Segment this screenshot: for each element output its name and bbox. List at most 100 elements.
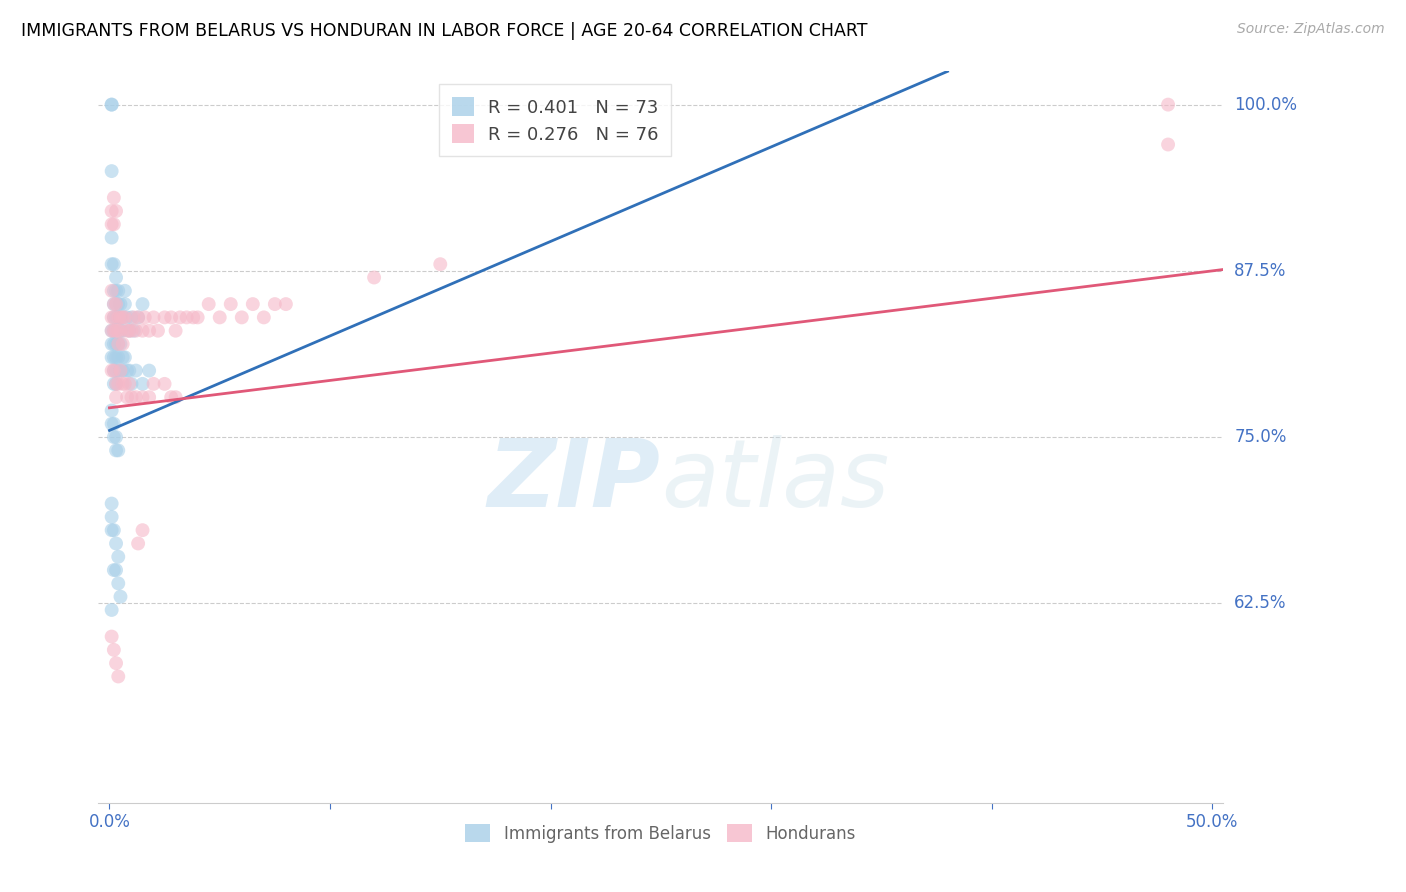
Point xyxy=(100,97,122,112)
Point xyxy=(127,310,149,325)
Point xyxy=(110,324,132,338)
Point xyxy=(107,549,129,564)
Point xyxy=(131,324,153,338)
Point xyxy=(100,497,122,511)
Point xyxy=(105,204,128,219)
Point xyxy=(176,310,198,325)
Point xyxy=(100,324,122,338)
Point xyxy=(231,310,253,325)
Point xyxy=(121,324,143,338)
Point xyxy=(105,284,128,298)
Point xyxy=(105,337,128,351)
Point xyxy=(110,310,132,325)
Point xyxy=(121,376,143,391)
Point xyxy=(110,363,132,377)
Point xyxy=(219,297,242,311)
Point xyxy=(160,390,183,404)
Point xyxy=(100,337,122,351)
Point xyxy=(103,284,125,298)
Point xyxy=(105,656,128,670)
Point xyxy=(131,297,153,311)
Point xyxy=(125,363,148,377)
Text: atlas: atlas xyxy=(661,435,889,526)
Point xyxy=(114,351,136,365)
Point xyxy=(103,417,125,431)
Point xyxy=(105,310,128,325)
Point xyxy=(100,363,122,377)
Point xyxy=(107,337,129,351)
Point xyxy=(107,576,129,591)
Point xyxy=(110,337,132,351)
Point xyxy=(105,563,128,577)
Point xyxy=(111,337,134,351)
Point xyxy=(105,536,128,550)
Point xyxy=(153,376,176,391)
Point xyxy=(131,376,153,391)
Point xyxy=(181,310,204,325)
Point xyxy=(131,523,153,537)
Point xyxy=(107,324,129,338)
Point xyxy=(114,284,136,298)
Point xyxy=(1157,97,1180,112)
Point xyxy=(122,324,145,338)
Point xyxy=(105,430,128,444)
Point xyxy=(121,310,143,325)
Text: IMMIGRANTS FROM BELARUS VS HONDURAN IN LABOR FORCE | AGE 20-64 CORRELATION CHART: IMMIGRANTS FROM BELARUS VS HONDURAN IN L… xyxy=(21,22,868,40)
Point xyxy=(142,376,165,391)
Point xyxy=(100,217,122,231)
Point xyxy=(103,217,125,231)
Point xyxy=(169,310,191,325)
Point xyxy=(100,164,122,178)
Text: Source: ZipAtlas.com: Source: ZipAtlas.com xyxy=(1237,22,1385,37)
Point xyxy=(118,324,141,338)
Point xyxy=(110,297,132,311)
Point xyxy=(1157,137,1180,152)
Point xyxy=(103,337,125,351)
Point xyxy=(105,297,128,311)
Point xyxy=(105,376,128,391)
Point xyxy=(146,324,169,338)
Point xyxy=(110,310,132,325)
Point xyxy=(103,563,125,577)
Point xyxy=(103,297,125,311)
Point xyxy=(103,324,125,338)
Point xyxy=(242,297,264,311)
Point xyxy=(105,363,128,377)
Point xyxy=(111,351,134,365)
Point xyxy=(100,351,122,365)
Point xyxy=(121,390,143,404)
Point xyxy=(115,324,138,338)
Point xyxy=(127,310,149,325)
Point xyxy=(115,310,138,325)
Point xyxy=(107,284,129,298)
Point xyxy=(114,376,136,391)
Point xyxy=(105,390,128,404)
Point xyxy=(100,230,122,244)
Point xyxy=(107,669,129,683)
Point xyxy=(111,310,134,325)
Point xyxy=(118,324,141,338)
Text: ZIP: ZIP xyxy=(488,435,661,527)
Point xyxy=(100,630,122,644)
Point xyxy=(253,310,276,325)
Point xyxy=(363,270,385,285)
Point xyxy=(103,376,125,391)
Point xyxy=(197,297,219,311)
Point xyxy=(118,363,141,377)
Point xyxy=(103,363,125,377)
Point xyxy=(100,509,122,524)
Point xyxy=(100,417,122,431)
Legend: Immigrants from Belarus, Hondurans: Immigrants from Belarus, Hondurans xyxy=(458,818,863,849)
Point xyxy=(103,363,125,377)
Point xyxy=(138,324,160,338)
Point xyxy=(105,324,128,338)
Text: 62.5%: 62.5% xyxy=(1234,594,1286,612)
Point xyxy=(111,310,134,325)
Point xyxy=(111,363,134,377)
Point xyxy=(107,297,129,311)
Point xyxy=(105,376,128,391)
Point xyxy=(165,324,187,338)
Point xyxy=(103,257,125,271)
Point xyxy=(105,351,128,365)
Point xyxy=(138,363,160,377)
